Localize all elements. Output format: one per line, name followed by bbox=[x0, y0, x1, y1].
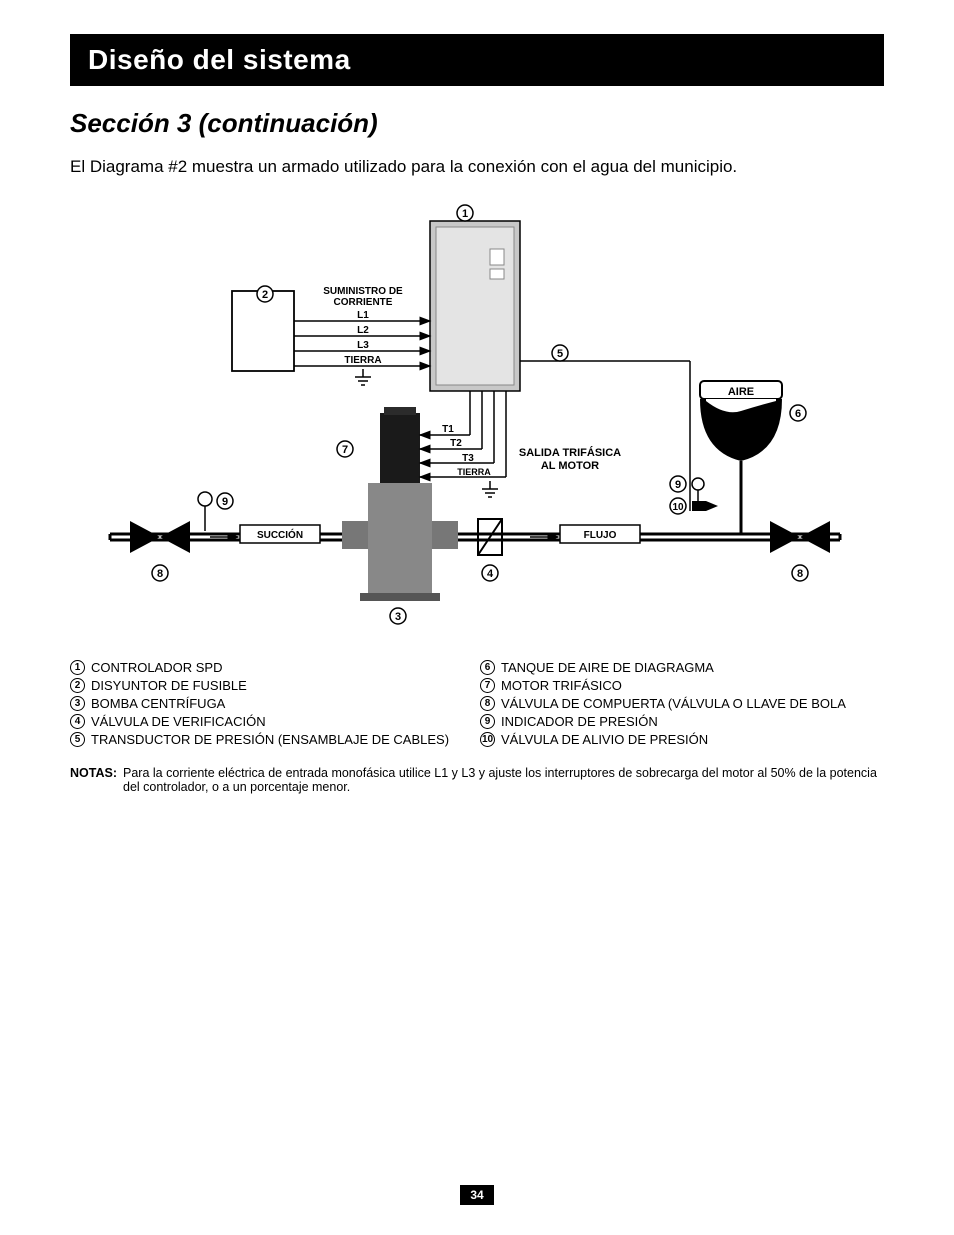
legend: 1 CONTROLADOR SPD 2 DISYUNTOR DE FUSIBLE 3… bbox=[70, 660, 884, 750]
callout-8b: 8 bbox=[792, 565, 808, 581]
gate-valve-right bbox=[770, 521, 830, 553]
callout-3: 3 bbox=[390, 608, 406, 624]
callout-2: 2 bbox=[257, 286, 273, 302]
legend-text: DISYUNTOR DE FUSIBLE bbox=[91, 678, 247, 693]
label-tierra-top: TIERRA bbox=[344, 355, 381, 366]
legend-text: INDICADOR DE PRESIÓN bbox=[501, 714, 658, 729]
pump-motor bbox=[342, 407, 458, 601]
title-bar: Diseño del sistema bbox=[70, 34, 884, 86]
callout-10: 10 bbox=[670, 498, 686, 514]
notes-label: NOTAS: bbox=[70, 766, 117, 794]
legend-text: TANQUE DE AIRE DE DIAGRAGMA bbox=[501, 660, 714, 675]
svg-text:6: 6 bbox=[795, 408, 801, 420]
diagram-svg: 1 2 SUMINISTRO DE CORRIENTE L1 L2 L3 T bbox=[70, 201, 884, 641]
legend-num: 2 bbox=[70, 678, 85, 693]
legend-num: 3 bbox=[70, 696, 85, 711]
svg-text:1: 1 bbox=[462, 208, 468, 220]
label-l1: L1 bbox=[357, 310, 369, 321]
legend-num: 9 bbox=[480, 714, 495, 729]
legend-text: TRANSDUCTOR DE PRESIÓN (ENSAMBLAJE DE CA… bbox=[91, 732, 449, 747]
label-flujo: FLUJO bbox=[584, 530, 617, 541]
motor-lines bbox=[420, 391, 506, 477]
legend-text: VÁLVULA DE COMPUERTA (VÁLVULA O LLAVE DE… bbox=[501, 696, 846, 711]
callout-6: 6 bbox=[790, 405, 806, 421]
legend-num: 7 bbox=[480, 678, 495, 693]
relief-valve bbox=[692, 501, 718, 511]
ground-symbol-top bbox=[355, 369, 371, 385]
callout-1: 1 bbox=[457, 205, 473, 221]
svg-text:8: 8 bbox=[157, 568, 163, 580]
callout-7: 7 bbox=[337, 441, 353, 457]
label-salida-2: AL MOTOR bbox=[541, 460, 599, 472]
gate-valve-left bbox=[130, 521, 190, 553]
label-l2: L2 bbox=[357, 325, 369, 336]
notes-text: Para la corriente eléctrica de entrada m… bbox=[123, 766, 884, 794]
notes: NOTAS: Para la corriente eléctrica de en… bbox=[70, 766, 884, 794]
legend-num: 8 bbox=[480, 696, 495, 711]
label-tierra-bot: TIERRA bbox=[457, 467, 491, 477]
label-t2: T2 bbox=[450, 438, 462, 449]
legend-row: 2 DISYUNTOR DE FUSIBLE bbox=[70, 678, 474, 693]
legend-row: 5 TRANSDUCTOR DE PRESIÓN (ENSAMBLAJE DE C… bbox=[70, 732, 474, 747]
legend-row: 10 VÁLVULA DE ALIVIO DE PRESIÓN bbox=[480, 732, 884, 747]
callout-5: 5 bbox=[552, 345, 568, 361]
svg-text:2: 2 bbox=[262, 289, 268, 301]
legend-num: 6 bbox=[480, 660, 495, 675]
diagram: 1 2 SUMINISTRO DE CORRIENTE L1 L2 L3 T bbox=[70, 201, 884, 646]
legend-row: 3 BOMBA CENTRÍFUGA bbox=[70, 696, 474, 711]
legend-row: 8 VÁLVULA DE COMPUERTA (VÁLVULA O LLAVE D… bbox=[480, 696, 884, 711]
gauge-left bbox=[198, 492, 212, 531]
legend-col-left: 1 CONTROLADOR SPD 2 DISYUNTOR DE FUSIBLE 3… bbox=[70, 660, 474, 750]
transducer-line bbox=[520, 361, 690, 511]
legend-row: 6 TANQUE DE AIRE DE DIAGRAGMA bbox=[480, 660, 884, 675]
legend-num: 4 bbox=[70, 714, 85, 729]
svg-text:8: 8 bbox=[797, 568, 803, 580]
svg-text:7: 7 bbox=[342, 444, 348, 456]
svg-text:10: 10 bbox=[672, 502, 684, 513]
legend-row: 4 VÁLVULA DE VERIFICACIÓN bbox=[70, 714, 474, 729]
legend-row: 1 CONTROLADOR SPD bbox=[70, 660, 474, 675]
svg-text:9: 9 bbox=[675, 479, 681, 491]
ground-symbol-bot bbox=[482, 481, 498, 497]
air-tank: AIRE bbox=[700, 381, 782, 534]
label-salida-1: SALIDA TRIFÁSICA bbox=[519, 446, 621, 459]
section-heading: Sección 3 (continuación) bbox=[70, 108, 884, 139]
label-succion: SUCCIÓN bbox=[257, 528, 303, 541]
legend-text: BOMBA CENTRÍFUGA bbox=[91, 696, 225, 711]
label-l3: L3 bbox=[357, 340, 369, 351]
footer: 34 bbox=[0, 1185, 954, 1205]
label-suministro-1: SUMINISTRO DE bbox=[323, 286, 403, 297]
legend-row: 9 INDICADOR DE PRESIÓN bbox=[480, 714, 884, 729]
legend-text: MOTOR TRIFÁSICO bbox=[501, 678, 622, 693]
legend-col-right: 6 TANQUE DE AIRE DE DIAGRAGMA 7 MOTOR TRIF… bbox=[480, 660, 884, 750]
svg-text:AIRE: AIRE bbox=[728, 386, 754, 398]
label-t1: T1 bbox=[442, 424, 454, 435]
controller-panel bbox=[430, 221, 520, 391]
check-valve bbox=[478, 519, 502, 555]
legend-num: 10 bbox=[480, 732, 495, 747]
label-t3: T3 bbox=[462, 453, 474, 464]
legend-num: 1 bbox=[70, 660, 85, 675]
label-suministro-2: CORRIENTE bbox=[334, 297, 393, 308]
callout-4: 4 bbox=[482, 565, 498, 581]
callout-8a: 8 bbox=[152, 565, 168, 581]
svg-text:3: 3 bbox=[395, 611, 401, 623]
legend-text: VÁLVULA DE ALIVIO DE PRESIÓN bbox=[501, 732, 708, 747]
intro-text: El Diagrama #2 muestra un armado utiliza… bbox=[70, 157, 884, 177]
callout-9b: 9 bbox=[670, 476, 686, 492]
legend-row: 7 MOTOR TRIFÁSICO bbox=[480, 678, 884, 693]
page-number: 34 bbox=[460, 1185, 493, 1205]
svg-text:4: 4 bbox=[487, 568, 494, 580]
legend-text: VÁLVULA DE VERIFICACIÓN bbox=[91, 714, 266, 729]
fuse-box bbox=[232, 291, 294, 371]
legend-text: CONTROLADOR SPD bbox=[91, 660, 222, 675]
svg-text:5: 5 bbox=[557, 348, 563, 360]
legend-num: 5 bbox=[70, 732, 85, 747]
svg-text:9: 9 bbox=[222, 496, 228, 508]
callout-9a: 9 bbox=[217, 493, 233, 509]
